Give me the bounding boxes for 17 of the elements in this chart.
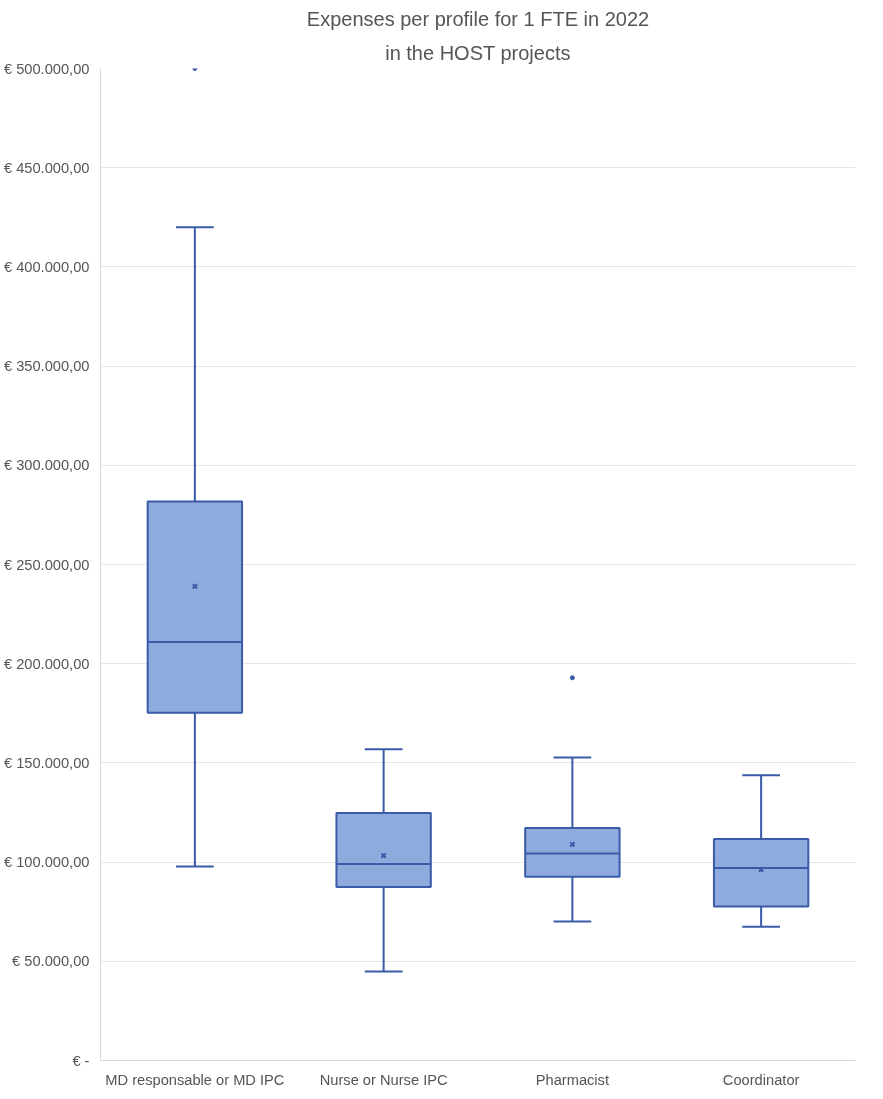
y-tick-label: € 50.000,00 xyxy=(12,953,90,970)
chart-title: Expenses per profile for 1 FTE in 2022 xyxy=(306,7,650,30)
y-tick-label: € 200.000,00 xyxy=(3,655,90,672)
x-tick-label: Pharmacist xyxy=(535,1071,610,1088)
x-tick-label: Coordinator xyxy=(722,1071,800,1088)
x-tick-label: MD responsable or MD IPC xyxy=(105,1071,285,1088)
y-tick-label: € 250.000,00 xyxy=(3,556,90,573)
y-tick-label: € 100.000,00 xyxy=(3,854,90,871)
y-tick-label: € 300.000,00 xyxy=(3,457,90,474)
x-tick-label: Nurse or Nurse IPC xyxy=(319,1071,448,1088)
y-tick-label: € 500.000,00 xyxy=(3,60,90,77)
chart-subtitle: in the HOST projects xyxy=(385,41,571,64)
y-tick-label: € 150.000,00 xyxy=(3,754,90,771)
y-tick-label: € 350.000,00 xyxy=(3,358,90,375)
y-tick-label: € - xyxy=(72,1052,90,1069)
y-tick-label: € 450.000,00 xyxy=(3,159,90,176)
y-tick-label: € 400.000,00 xyxy=(3,258,90,275)
